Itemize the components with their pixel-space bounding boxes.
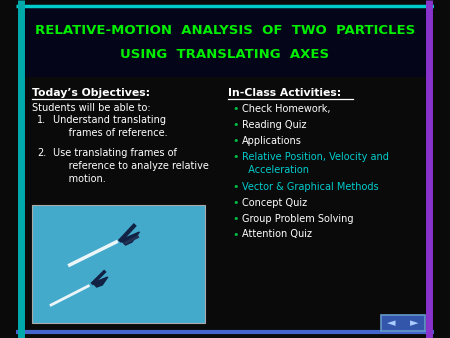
- Text: Attention Quiz: Attention Quiz: [242, 230, 312, 240]
- Text: Concept Quiz: Concept Quiz: [242, 197, 307, 208]
- Text: RELATIVE-MOTION  ANALYSIS  OF  TWO  PARTICLES: RELATIVE-MOTION ANALYSIS OF TWO PARTICLE…: [35, 24, 415, 37]
- Bar: [32, 205, 205, 323]
- Text: •: •: [233, 152, 239, 162]
- Text: •: •: [233, 182, 239, 192]
- Text: Group Problem Solving: Group Problem Solving: [242, 214, 353, 223]
- Text: Relative Position, Velocity and
  Acceleration: Relative Position, Velocity and Accelera…: [242, 152, 389, 175]
- Text: 2.: 2.: [37, 148, 46, 158]
- Text: Applications: Applications: [242, 136, 302, 146]
- Text: Check Homework,: Check Homework,: [242, 104, 330, 114]
- Text: •: •: [233, 214, 239, 223]
- Bar: [21, 7, 429, 77]
- Text: •: •: [233, 230, 239, 240]
- Polygon shape: [121, 232, 140, 245]
- Text: Understand translating
     frames of reference.: Understand translating frames of referen…: [53, 115, 167, 138]
- Text: USING  TRANSLATING  AXES: USING TRANSLATING AXES: [121, 48, 329, 62]
- Text: Today’s Objectives:: Today’s Objectives:: [32, 88, 151, 98]
- Text: •: •: [233, 104, 239, 114]
- Text: ►: ►: [410, 318, 418, 328]
- Polygon shape: [93, 277, 108, 287]
- Text: •: •: [233, 120, 239, 130]
- Text: Use translating frames of
     reference to analyze relative
     motion.: Use translating frames of reference to a…: [53, 148, 209, 185]
- Bar: [381, 315, 425, 331]
- Text: In-Class Activities:: In-Class Activities:: [228, 88, 341, 98]
- Text: •: •: [233, 197, 239, 208]
- Text: Vector & Graphical Methods: Vector & Graphical Methods: [242, 182, 378, 192]
- Text: •: •: [233, 136, 239, 146]
- Text: 1.: 1.: [37, 115, 46, 125]
- Text: Students will be able to:: Students will be able to:: [32, 103, 151, 113]
- Text: Reading Quiz: Reading Quiz: [242, 120, 306, 130]
- Text: ◄: ◄: [387, 318, 396, 328]
